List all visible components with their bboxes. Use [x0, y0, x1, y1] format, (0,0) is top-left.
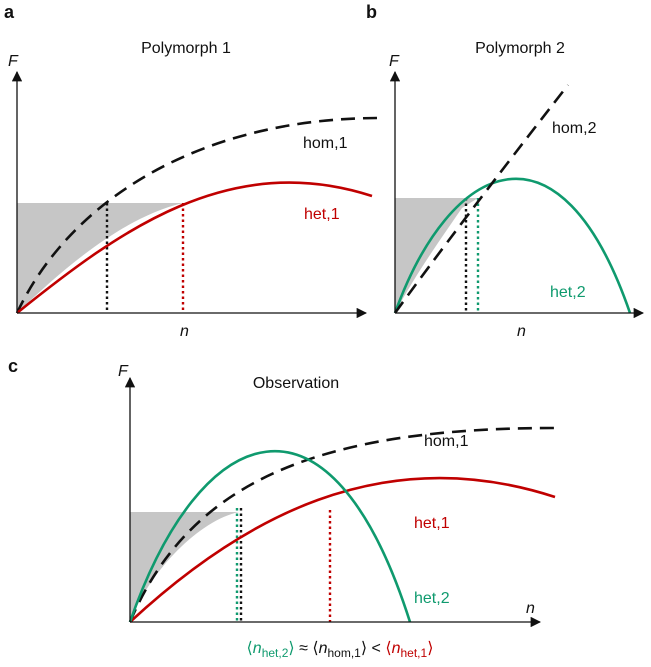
panel-letter: b: [366, 2, 377, 22]
shade: [17, 203, 183, 313]
title: Polymorph 2: [475, 40, 565, 57]
y-label: F: [118, 363, 129, 380]
bracket: ⟨: [247, 640, 253, 657]
relation: ≈: [299, 640, 308, 657]
panel-letter: c: [8, 356, 18, 376]
curve-label: het,2: [550, 284, 586, 301]
formula: ⟨nhet,2⟩ ≈ ⟨nhom,1⟩ < ⟨nhet,1⟩: [247, 640, 434, 660]
sub: hom,1: [327, 646, 361, 660]
x-label: n: [517, 323, 526, 340]
var: n: [253, 640, 262, 657]
curve: [393, 84, 570, 314]
panel-letter: a: [4, 2, 15, 22]
curve-label: het,1: [414, 515, 450, 532]
curve: [129, 476, 556, 623]
x-label: n: [526, 600, 535, 617]
curve: [393, 177, 632, 314]
curve: [15, 116, 381, 314]
relation: <: [372, 640, 381, 657]
shade: [130, 512, 330, 622]
curve-label: het,1: [304, 206, 340, 223]
curve-label: hom,1: [424, 433, 469, 450]
curve-label: het,2: [414, 590, 450, 607]
bracket: ⟩: [361, 640, 367, 657]
y-label: F: [389, 53, 400, 70]
curve: [128, 449, 412, 623]
curve-label: hom,1: [303, 135, 348, 152]
panel-b: b Polymorph 2 F n hom,2 het,2: [366, 2, 645, 340]
curve: [16, 181, 373, 315]
panel-a: a Polymorph 1 F n hom,1 het,1: [4, 2, 381, 340]
y-label: F: [8, 53, 19, 70]
var: n: [392, 640, 401, 657]
curve: [128, 426, 556, 623]
bracket: ⟨: [312, 640, 318, 657]
panel-c: c Observation F n hom,1 het,1 het,2: [8, 356, 556, 628]
bracket: ⟩: [288, 640, 294, 657]
bracket: ⟨: [385, 640, 391, 657]
curve-label: hom,2: [552, 120, 597, 137]
bracket: ⟩: [427, 640, 433, 657]
x-label: n: [180, 323, 189, 340]
title: Observation: [253, 375, 339, 392]
shade: [395, 198, 478, 313]
sub: het,2: [262, 646, 289, 660]
title: Polymorph 1: [141, 40, 231, 57]
sub: het,1: [401, 646, 428, 660]
var: n: [319, 640, 328, 657]
